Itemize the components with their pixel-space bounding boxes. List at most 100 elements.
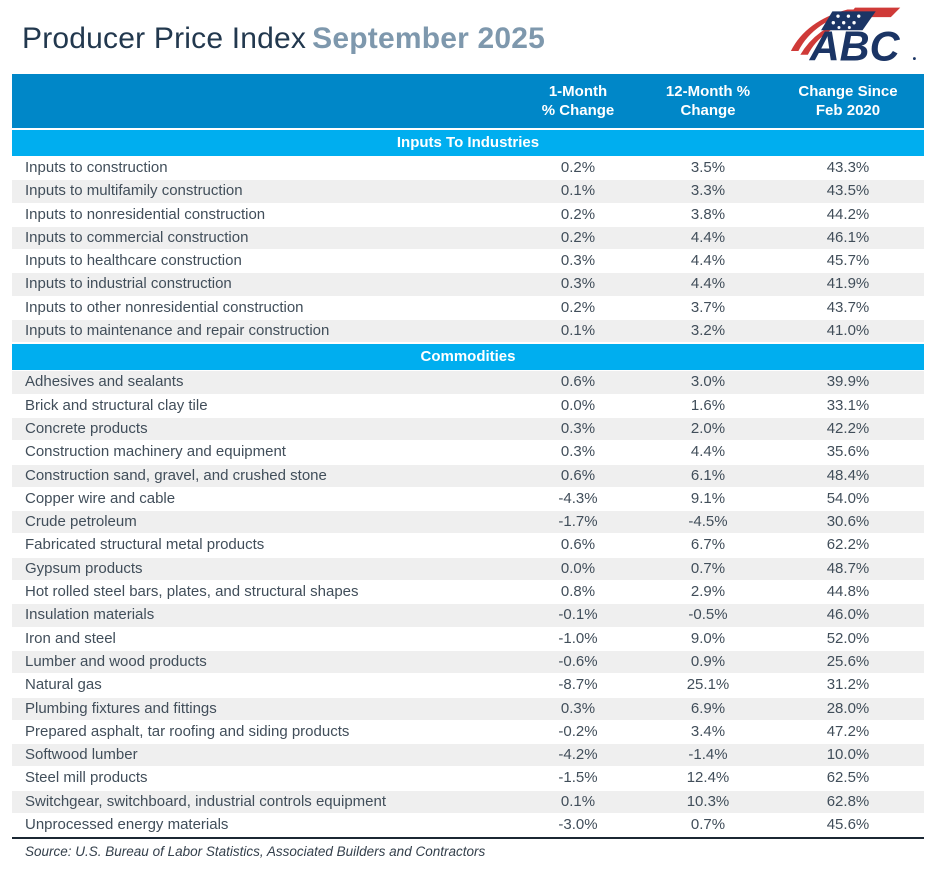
page-title: Producer Price Index September 2025 bbox=[12, 0, 924, 56]
table-row: Inputs to other nonresidential construct… bbox=[12, 296, 924, 321]
row-12-month-value: 2.9% bbox=[690, 583, 726, 601]
table-row: Iron and steel -1.0% 9.0% 52.0% bbox=[12, 627, 924, 651]
section-inputs-to-industries: Inputs To Industries Inputs to construct… bbox=[12, 130, 924, 344]
row-label: Steel mill products bbox=[25, 769, 148, 787]
table-row: Natural gas -8.7% 25.1% 31.2% bbox=[12, 674, 924, 698]
section-commodities: Commodities Adhesives and sealants 0.6% … bbox=[12, 343, 924, 838]
row-label: Inputs to commercial construction bbox=[25, 228, 249, 246]
row-change-since-feb-2020-value: 43.5% bbox=[826, 182, 870, 200]
row-label: Unprocessed energy materials bbox=[25, 816, 229, 834]
header-cell-change-since-feb-2020: Change Since Feb 2020 bbox=[772, 82, 924, 120]
row-label: Iron and steel bbox=[25, 629, 116, 647]
row-label: Switchgear, switchboard, industrial cont… bbox=[25, 792, 387, 810]
row-change-since-feb-2020-value: 62.8% bbox=[826, 792, 870, 810]
row-change-since-feb-2020-value: 41.9% bbox=[826, 275, 870, 293]
row-label: Inputs to other nonresidential construct… bbox=[25, 298, 304, 316]
header-line-1: 12-Month % bbox=[665, 83, 751, 100]
row-label: Inputs to nonresidential construction bbox=[25, 205, 266, 223]
row-label: Softwood lumber bbox=[25, 746, 138, 764]
row-1-month-value: 0.1% bbox=[560, 182, 596, 200]
row-12-month-value: 0.7% bbox=[690, 559, 726, 577]
row-label: Fabricated structural metal products bbox=[25, 536, 265, 554]
section-rows-inputs-to-industries: Inputs to construction 0.2% 3.5% 43.3% I… bbox=[12, 157, 924, 344]
row-1-month-value: -4.3% bbox=[558, 489, 598, 507]
row-label: Adhesives and sealants bbox=[25, 373, 184, 391]
row-12-month-value: 4.4% bbox=[690, 275, 726, 293]
row-12-month-value: 1.6% bbox=[690, 396, 726, 414]
row-1-month-value: -3.0% bbox=[558, 816, 598, 834]
row-change-since-feb-2020-value: 54.0% bbox=[826, 489, 870, 507]
row-1-month-value: -0.6% bbox=[558, 652, 598, 670]
row-change-since-feb-2020-value: 45.6% bbox=[826, 816, 870, 834]
row-12-month-value: 4.4% bbox=[690, 228, 726, 246]
section-header-inputs-to-industries: Inputs To Industries bbox=[12, 130, 924, 157]
row-1-month-value: 0.1% bbox=[560, 792, 596, 810]
table-row: Steel mill products -1.5% 12.4% 62.5% bbox=[12, 767, 924, 791]
row-change-since-feb-2020-value: 62.5% bbox=[826, 769, 870, 787]
row-12-month-value: 3.8% bbox=[690, 205, 726, 223]
row-label: Natural gas bbox=[25, 676, 102, 694]
row-1-month-value: 0.2% bbox=[560, 228, 596, 246]
abc-logo-text: ABC bbox=[809, 22, 901, 68]
row-1-month-value: -0.1% bbox=[558, 606, 598, 624]
table-row: Gypsum products 0.0% 0.7% 48.7% bbox=[12, 557, 924, 582]
table-bottom-rule bbox=[12, 837, 924, 840]
title-text: Producer Price Index bbox=[22, 22, 307, 55]
table-row: Inputs to commercial construction 0.2% 4… bbox=[12, 226, 924, 251]
row-change-since-feb-2020-value: 45.7% bbox=[826, 252, 870, 270]
title-date: September 2025 bbox=[312, 22, 546, 55]
flag-stripe-outer bbox=[790, 9, 859, 52]
table-row: Plumbing fixtures and fittings 0.3% 6.9%… bbox=[12, 697, 924, 721]
row-12-month-value: 3.7% bbox=[690, 298, 726, 316]
abc-logo: ABC bbox=[788, 2, 922, 69]
ppi-table: 1-Month % Change 12-Month % Change Chang… bbox=[12, 74, 924, 840]
table-row: Crude petroleum -1.7% -4.5% 30.6% bbox=[12, 511, 924, 535]
table-row: Hot rolled steel bars, plates, and struc… bbox=[12, 581, 924, 605]
table-row: Unprocessed energy materials -3.0% 0.7% … bbox=[12, 814, 924, 838]
table-row: Insulation materials -0.1% -0.5% 46.0% bbox=[12, 604, 924, 628]
row-12-month-value: 12.4% bbox=[686, 769, 730, 787]
header-line-2: Change bbox=[680, 102, 736, 119]
row-change-since-feb-2020-value: 41.0% bbox=[826, 322, 870, 340]
row-1-month-value: -8.7% bbox=[558, 676, 598, 694]
row-change-since-feb-2020-value: 43.7% bbox=[826, 298, 870, 316]
row-label: Inputs to construction bbox=[25, 159, 168, 176]
row-change-since-feb-2020-value: 42.2% bbox=[826, 419, 870, 437]
masthead: Producer Price Index September 2025 bbox=[12, 0, 924, 74]
header-line-1: 1-Month bbox=[548, 83, 608, 100]
table-row: Adhesives and sealants 0.6% 3.0% 39.9% bbox=[12, 371, 924, 395]
table-row: Inputs to construction 0.2% 3.5% 43.3% bbox=[12, 157, 924, 181]
row-label: Construction sand, gravel, and crushed s… bbox=[25, 466, 327, 484]
row-12-month-value: 25.1% bbox=[686, 676, 730, 694]
row-12-month-value: 10.3% bbox=[686, 792, 730, 810]
table-row: Inputs to multifamily construction 0.1% … bbox=[12, 180, 924, 204]
row-1-month-value: 0.3% bbox=[560, 699, 596, 717]
flag-stripe-inner bbox=[800, 17, 861, 55]
row-change-since-feb-2020-value: 31.2% bbox=[826, 676, 870, 694]
row-label: Lumber and wood products bbox=[25, 652, 207, 670]
table-row: Construction machinery and equipment 0.3… bbox=[12, 441, 924, 465]
row-change-since-feb-2020-value: 30.6% bbox=[826, 513, 870, 531]
row-12-month-value: 3.3% bbox=[690, 182, 726, 200]
row-1-month-value: 0.3% bbox=[560, 443, 596, 461]
table-row: Inputs to healthcare construction 0.3% 4… bbox=[12, 250, 924, 274]
header-cell-1-month: 1-Month % Change bbox=[512, 82, 644, 120]
row-12-month-value: 3.0% bbox=[690, 373, 726, 391]
row-change-since-feb-2020-value: 28.0% bbox=[826, 699, 870, 717]
row-12-month-value: -1.4% bbox=[688, 746, 728, 764]
flag-stars bbox=[831, 14, 861, 29]
row-12-month-value: 3.4% bbox=[690, 722, 726, 740]
row-change-since-feb-2020-value: 48.7% bbox=[826, 559, 870, 577]
row-change-since-feb-2020-value: 33.1% bbox=[826, 396, 870, 414]
section-header-commodities: Commodities bbox=[12, 343, 924, 372]
row-1-month-value: 0.0% bbox=[560, 396, 596, 414]
row-12-month-value: 3.5% bbox=[690, 159, 726, 176]
table-row: Fabricated structural metal products 0.6… bbox=[12, 534, 924, 558]
row-1-month-value: 0.1% bbox=[560, 322, 596, 340]
abc-flag-logo-graphic: ABC bbox=[790, 7, 916, 69]
row-label: Copper wire and cable bbox=[25, 489, 176, 507]
row-change-since-feb-2020-value: 47.2% bbox=[826, 722, 870, 740]
row-label: Inputs to multifamily construction bbox=[25, 182, 243, 200]
row-1-month-value: -4.2% bbox=[558, 746, 598, 764]
